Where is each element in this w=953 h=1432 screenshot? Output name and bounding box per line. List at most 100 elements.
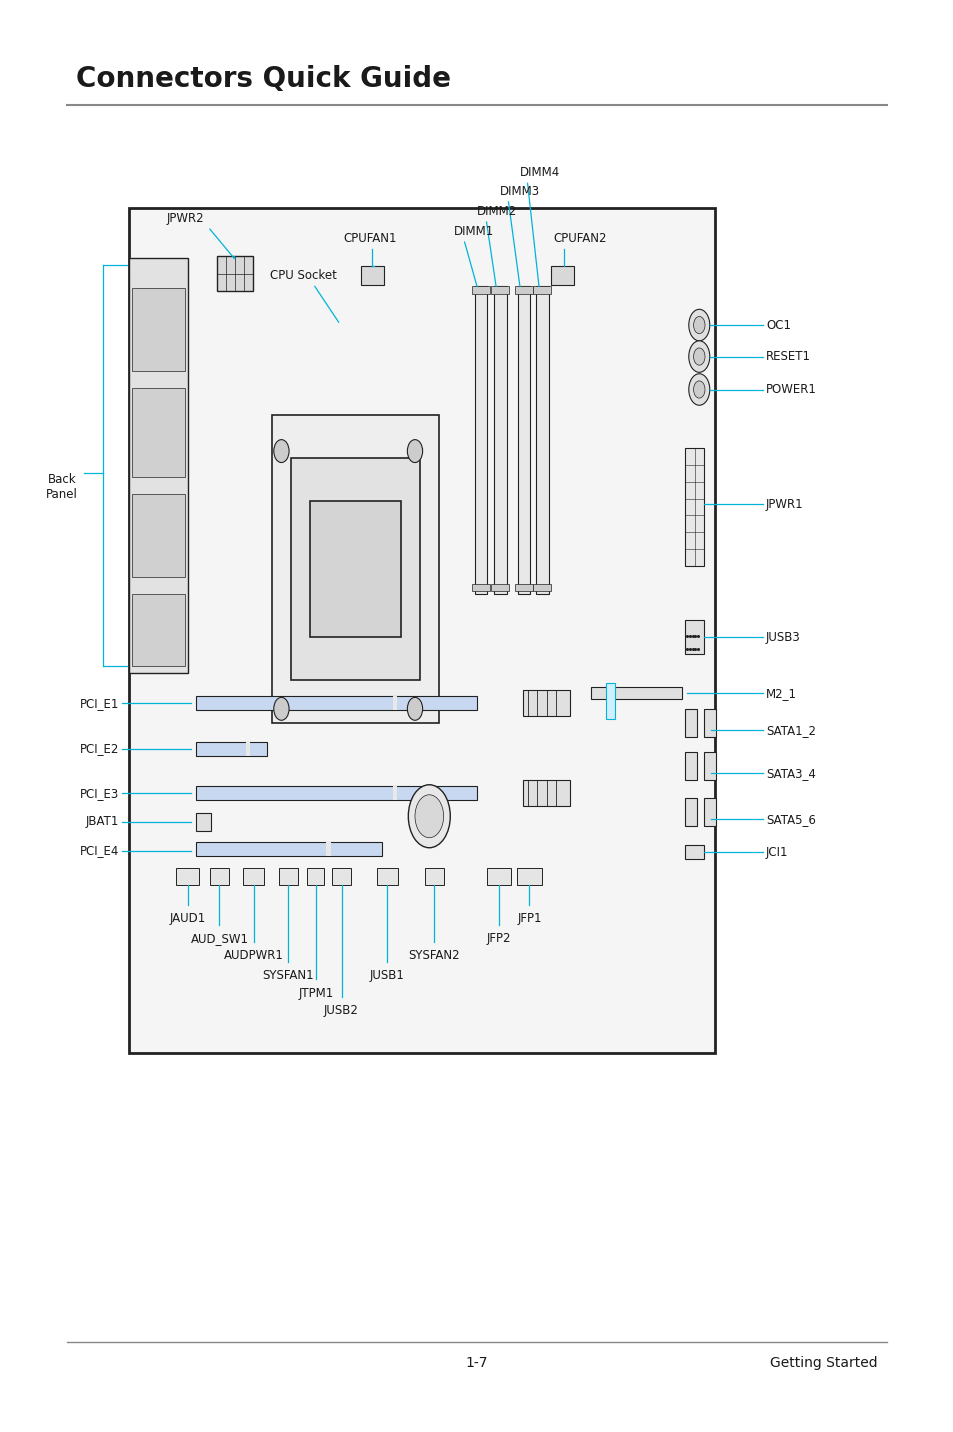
Bar bbox=[703, 798, 716, 826]
Bar bbox=[533, 584, 551, 591]
Text: JAUD1: JAUD1 bbox=[170, 912, 206, 925]
Text: POWER1: POWER1 bbox=[765, 382, 816, 397]
Bar bbox=[475, 286, 487, 594]
Bar bbox=[278, 868, 297, 885]
Bar bbox=[195, 786, 476, 800]
Text: JBAT1: JBAT1 bbox=[86, 815, 119, 829]
Bar bbox=[605, 683, 615, 719]
Bar bbox=[491, 286, 509, 294]
Bar bbox=[472, 286, 490, 294]
Circle shape bbox=[274, 697, 289, 720]
Bar bbox=[216, 256, 253, 291]
Bar bbox=[132, 594, 185, 666]
Bar bbox=[424, 868, 443, 885]
Bar bbox=[210, 868, 229, 885]
Bar bbox=[533, 286, 551, 294]
Circle shape bbox=[693, 381, 704, 398]
Text: JFP1: JFP1 bbox=[517, 912, 541, 925]
Bar bbox=[195, 696, 476, 710]
Text: CPUFAN2: CPUFAN2 bbox=[553, 232, 606, 245]
Text: Getting Started: Getting Started bbox=[769, 1356, 877, 1370]
Circle shape bbox=[408, 785, 450, 848]
Text: JTPM1: JTPM1 bbox=[298, 987, 333, 1000]
Bar bbox=[515, 584, 533, 591]
Circle shape bbox=[415, 795, 443, 838]
Bar bbox=[703, 709, 716, 737]
Bar bbox=[684, 448, 703, 566]
Bar bbox=[522, 780, 570, 806]
Bar bbox=[684, 845, 703, 859]
Text: JFP2: JFP2 bbox=[486, 932, 511, 945]
Circle shape bbox=[688, 309, 709, 341]
Circle shape bbox=[407, 697, 422, 720]
Text: PCI_E2: PCI_E2 bbox=[80, 742, 119, 756]
Bar bbox=[703, 752, 716, 780]
Text: Chapter 1: Chapter 1 bbox=[869, 677, 886, 776]
Circle shape bbox=[688, 341, 709, 372]
Text: SATA1_2: SATA1_2 bbox=[765, 723, 815, 737]
Bar bbox=[291, 458, 419, 680]
Bar bbox=[195, 842, 381, 856]
Text: JUSB1: JUSB1 bbox=[370, 969, 404, 982]
Bar bbox=[307, 868, 324, 885]
Bar bbox=[684, 752, 697, 780]
Bar bbox=[272, 415, 438, 723]
Bar bbox=[517, 868, 541, 885]
Text: AUD_SW1: AUD_SW1 bbox=[191, 932, 248, 945]
Text: JUSB3: JUSB3 bbox=[765, 630, 800, 644]
Text: OC1: OC1 bbox=[765, 318, 790, 332]
Text: PCI_E4: PCI_E4 bbox=[80, 843, 119, 858]
Text: JUSB2: JUSB2 bbox=[324, 1004, 358, 1017]
Bar bbox=[392, 696, 396, 710]
Bar bbox=[376, 868, 397, 885]
Bar bbox=[132, 288, 185, 371]
Bar bbox=[243, 868, 264, 885]
Bar bbox=[129, 258, 188, 673]
Bar bbox=[684, 620, 703, 654]
Text: DIMM4: DIMM4 bbox=[519, 166, 559, 179]
Bar bbox=[325, 842, 330, 856]
Text: DIMM1: DIMM1 bbox=[454, 225, 494, 238]
Bar bbox=[195, 742, 267, 756]
Text: RESET1: RESET1 bbox=[765, 349, 810, 364]
Bar bbox=[515, 286, 533, 294]
Bar bbox=[486, 868, 511, 885]
Text: SATA5_6: SATA5_6 bbox=[765, 812, 815, 826]
Text: JPWR1: JPWR1 bbox=[765, 497, 802, 511]
Bar bbox=[392, 786, 396, 800]
Bar bbox=[310, 501, 400, 637]
Bar bbox=[472, 584, 490, 591]
Text: JCI1: JCI1 bbox=[765, 845, 788, 859]
Circle shape bbox=[407, 440, 422, 463]
Text: DIMM2: DIMM2 bbox=[476, 205, 517, 218]
Bar bbox=[132, 388, 185, 477]
Bar bbox=[591, 687, 681, 699]
Text: 1-7: 1-7 bbox=[465, 1356, 488, 1370]
Text: CPU Socket: CPU Socket bbox=[270, 269, 336, 282]
Bar bbox=[176, 868, 199, 885]
Bar bbox=[195, 813, 211, 831]
Circle shape bbox=[693, 348, 704, 365]
Bar bbox=[132, 494, 185, 577]
Bar bbox=[360, 266, 383, 285]
Bar bbox=[246, 742, 250, 756]
Circle shape bbox=[688, 374, 709, 405]
Text: CPUFAN1: CPUFAN1 bbox=[343, 232, 396, 245]
Text: SATA3_4: SATA3_4 bbox=[765, 766, 815, 780]
Bar bbox=[684, 798, 697, 826]
Text: M2_1: M2_1 bbox=[765, 686, 796, 700]
Bar bbox=[536, 286, 548, 594]
Text: Back
Panel: Back Panel bbox=[46, 473, 78, 501]
Circle shape bbox=[274, 440, 289, 463]
Circle shape bbox=[693, 316, 704, 334]
Text: SYSFAN2: SYSFAN2 bbox=[408, 949, 459, 962]
Bar bbox=[517, 286, 530, 594]
Bar bbox=[491, 584, 509, 591]
Bar bbox=[332, 868, 351, 885]
Text: JPWR2: JPWR2 bbox=[167, 212, 204, 225]
Bar bbox=[684, 709, 697, 737]
Text: PCI_E3: PCI_E3 bbox=[80, 786, 119, 800]
Bar bbox=[551, 266, 574, 285]
Text: Connectors Quick Guide: Connectors Quick Guide bbox=[76, 64, 451, 93]
Bar bbox=[494, 286, 506, 594]
